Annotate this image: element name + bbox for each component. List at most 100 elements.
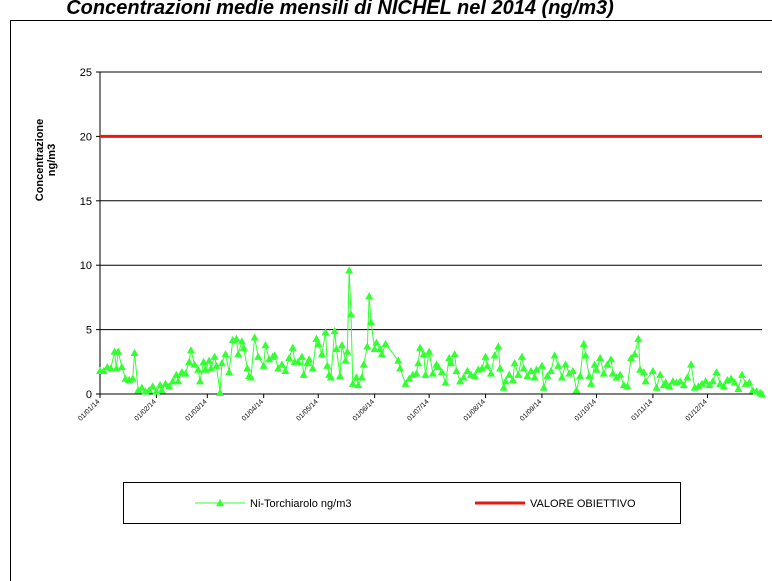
data-point <box>510 359 519 367</box>
data-point <box>665 382 674 390</box>
data-point <box>499 383 508 391</box>
data-point <box>661 378 670 386</box>
data-point <box>217 359 226 367</box>
data-point <box>599 369 608 377</box>
data-point <box>554 361 563 369</box>
data-point <box>490 351 499 359</box>
data-point <box>401 379 410 387</box>
data-point <box>294 357 303 365</box>
data-point <box>106 364 115 372</box>
data-point <box>687 360 696 368</box>
data-point <box>557 373 566 381</box>
data-point <box>425 347 434 355</box>
data-point <box>634 334 643 342</box>
data-point <box>194 365 203 373</box>
data-point <box>345 266 354 274</box>
data-point <box>332 344 341 353</box>
y-tick-label: 0 <box>86 389 92 401</box>
data-point <box>254 352 263 360</box>
data-point <box>758 390 766 398</box>
data-point <box>172 370 181 378</box>
data-point <box>346 310 355 318</box>
data-point <box>396 364 405 372</box>
data-point <box>114 347 123 355</box>
data-point <box>561 360 570 368</box>
data-point <box>336 371 345 380</box>
data-point <box>441 378 450 386</box>
data-point <box>716 379 725 387</box>
data-point <box>539 383 548 391</box>
data-point <box>447 359 456 367</box>
data-point <box>259 361 268 369</box>
data-point <box>337 341 346 349</box>
data-point <box>612 373 621 381</box>
data-point <box>636 365 645 373</box>
data-point <box>299 370 308 378</box>
data-point <box>532 365 541 373</box>
data-point <box>450 350 459 358</box>
data-point <box>572 386 581 394</box>
data-point <box>547 366 556 375</box>
data-point <box>181 369 190 377</box>
data-point <box>737 370 746 378</box>
data-point <box>250 333 259 341</box>
data-point <box>477 364 486 372</box>
data-point <box>196 377 205 385</box>
data-point <box>232 334 241 342</box>
data-point <box>708 377 717 385</box>
data-point <box>434 362 443 371</box>
data-point <box>565 369 574 377</box>
data-point <box>579 339 588 347</box>
data-point <box>734 384 743 393</box>
data-point <box>237 337 246 345</box>
data-point <box>157 386 166 394</box>
data-point <box>206 364 215 372</box>
y-axis-label: Concentrazioneng/m3 <box>34 119 58 202</box>
data-point <box>281 366 290 375</box>
data-point <box>376 344 385 353</box>
data-point <box>343 347 352 355</box>
data-point <box>174 377 183 385</box>
data-point <box>656 370 665 378</box>
data-point <box>326 373 335 381</box>
data-point <box>186 346 195 354</box>
data-point <box>505 370 514 378</box>
legend-marker <box>216 499 224 507</box>
data-point <box>428 369 437 377</box>
data-point <box>377 350 386 358</box>
data-point <box>445 353 454 362</box>
data-point <box>246 373 255 381</box>
data-point <box>243 364 252 372</box>
data-point <box>366 317 375 326</box>
data-point <box>419 350 428 358</box>
data-point <box>530 373 539 381</box>
data-point <box>234 350 243 358</box>
data-point <box>437 368 446 376</box>
data-point <box>168 377 177 385</box>
data-point <box>514 370 523 378</box>
data-point <box>321 328 330 336</box>
data-point <box>341 356 350 364</box>
data-point <box>694 382 703 390</box>
data-point <box>592 365 601 373</box>
data-point <box>185 357 194 365</box>
data-point <box>261 341 270 349</box>
data-point <box>652 383 661 391</box>
data-point <box>312 334 321 342</box>
data-point <box>603 360 612 368</box>
data-point <box>456 377 465 385</box>
y-tick-label: 15 <box>80 196 92 208</box>
data-point <box>357 373 366 381</box>
data-point <box>352 373 361 381</box>
data-point <box>277 360 286 368</box>
data-point <box>463 366 472 375</box>
data-point <box>239 343 248 351</box>
data-point <box>370 344 379 353</box>
data-point <box>452 366 461 375</box>
data-point <box>317 350 326 358</box>
data-point <box>712 368 721 376</box>
data-point <box>705 380 714 389</box>
data-point <box>630 350 639 358</box>
data-point <box>616 370 625 378</box>
